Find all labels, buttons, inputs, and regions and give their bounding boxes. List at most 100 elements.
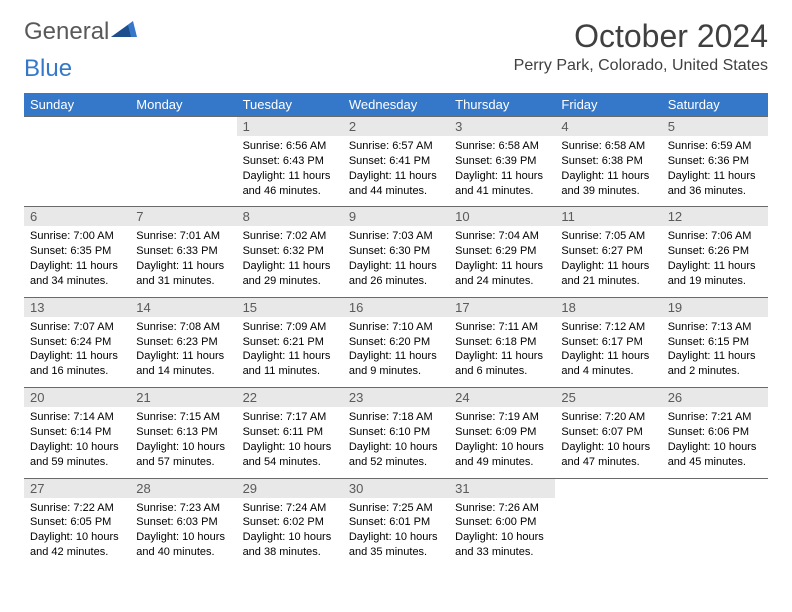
day-number-cell: 24: [449, 388, 555, 408]
daylight-text-1: Daylight: 11 hours: [30, 259, 124, 274]
daylight-text-2: and 40 minutes.: [136, 545, 230, 560]
day-data-row: Sunrise: 7:00 AMSunset: 6:35 PMDaylight:…: [24, 226, 768, 297]
sunset-text: Sunset: 6:32 PM: [243, 244, 337, 259]
sunrise-text: Sunrise: 7:21 AM: [668, 410, 762, 425]
daylight-text-2: and 41 minutes.: [455, 184, 549, 199]
day-header: Friday: [555, 93, 661, 117]
day-data-cell: Sunrise: 7:15 AMSunset: 6:13 PMDaylight:…: [130, 407, 236, 478]
sunset-text: Sunset: 6:17 PM: [561, 335, 655, 350]
day-number-cell: 31: [449, 478, 555, 498]
day-data-cell: Sunrise: 7:22 AMSunset: 6:05 PMDaylight:…: [24, 498, 130, 568]
brand-part2: Blue: [24, 55, 72, 83]
day-data-cell: Sunrise: 6:59 AMSunset: 6:36 PMDaylight:…: [662, 136, 768, 207]
daylight-text-2: and 36 minutes.: [668, 184, 762, 199]
sunset-text: Sunset: 6:18 PM: [455, 335, 549, 350]
daylight-text-1: Daylight: 11 hours: [243, 169, 337, 184]
daylight-text-2: and 52 minutes.: [349, 455, 443, 470]
sunset-text: Sunset: 6:01 PM: [349, 515, 443, 530]
day-number-cell: 20: [24, 388, 130, 408]
sunset-text: Sunset: 6:35 PM: [30, 244, 124, 259]
day-number-cell: 3: [449, 117, 555, 137]
sunset-text: Sunset: 6:24 PM: [30, 335, 124, 350]
sunrise-text: Sunrise: 7:08 AM: [136, 320, 230, 335]
sunrise-text: Sunrise: 7:06 AM: [668, 229, 762, 244]
daylight-text-2: and 24 minutes.: [455, 274, 549, 289]
sunset-text: Sunset: 6:38 PM: [561, 154, 655, 169]
brand-part1: General: [24, 18, 109, 46]
day-number-row: 6789101112: [24, 207, 768, 227]
daylight-text-2: and 21 minutes.: [561, 274, 655, 289]
day-number-cell: 14: [130, 297, 236, 317]
daylight-text-1: Daylight: 10 hours: [136, 530, 230, 545]
sunset-text: Sunset: 6:11 PM: [243, 425, 337, 440]
daylight-text-1: Daylight: 11 hours: [243, 259, 337, 274]
daylight-text-2: and 47 minutes.: [561, 455, 655, 470]
daylight-text-1: Daylight: 10 hours: [30, 530, 124, 545]
daylight-text-2: and 49 minutes.: [455, 455, 549, 470]
daylight-text-2: and 9 minutes.: [349, 364, 443, 379]
sunset-text: Sunset: 6:00 PM: [455, 515, 549, 530]
day-number-cell: 11: [555, 207, 661, 227]
daylight-text-2: and 45 minutes.: [668, 455, 762, 470]
sunrise-text: Sunrise: 7:11 AM: [455, 320, 549, 335]
day-number-cell: [555, 478, 661, 498]
sunset-text: Sunset: 6:36 PM: [668, 154, 762, 169]
day-number-cell: 4: [555, 117, 661, 137]
daylight-text-2: and 31 minutes.: [136, 274, 230, 289]
sunset-text: Sunset: 6:06 PM: [668, 425, 762, 440]
daylight-text-2: and 44 minutes.: [349, 184, 443, 199]
page-title: October 2024: [514, 18, 768, 55]
day-data-cell: Sunrise: 6:58 AMSunset: 6:38 PMDaylight:…: [555, 136, 661, 207]
day-number-cell: [130, 117, 236, 137]
sunrise-text: Sunrise: 7:09 AM: [243, 320, 337, 335]
day-data-row: Sunrise: 6:56 AMSunset: 6:43 PMDaylight:…: [24, 136, 768, 207]
daylight-text-2: and 19 minutes.: [668, 274, 762, 289]
day-number-row: 20212223242526: [24, 388, 768, 408]
day-data-cell: Sunrise: 7:05 AMSunset: 6:27 PMDaylight:…: [555, 226, 661, 297]
day-data-cell: Sunrise: 6:58 AMSunset: 6:39 PMDaylight:…: [449, 136, 555, 207]
day-data-cell: Sunrise: 7:12 AMSunset: 6:17 PMDaylight:…: [555, 317, 661, 388]
daylight-text-1: Daylight: 11 hours: [349, 349, 443, 364]
day-number-cell: 28: [130, 478, 236, 498]
daylight-text-1: Daylight: 11 hours: [668, 349, 762, 364]
sunset-text: Sunset: 6:41 PM: [349, 154, 443, 169]
day-header-row: Sunday Monday Tuesday Wednesday Thursday…: [24, 93, 768, 117]
sunset-text: Sunset: 6:14 PM: [30, 425, 124, 440]
daylight-text-1: Daylight: 10 hours: [349, 530, 443, 545]
sunset-text: Sunset: 6:20 PM: [349, 335, 443, 350]
day-data-cell: Sunrise: 7:02 AMSunset: 6:32 PMDaylight:…: [237, 226, 343, 297]
sunrise-text: Sunrise: 7:13 AM: [668, 320, 762, 335]
day-data-cell: Sunrise: 7:11 AMSunset: 6:18 PMDaylight:…: [449, 317, 555, 388]
day-data-cell: Sunrise: 7:06 AMSunset: 6:26 PMDaylight:…: [662, 226, 768, 297]
daylight-text-2: and 34 minutes.: [30, 274, 124, 289]
day-number-cell: 17: [449, 297, 555, 317]
sunrise-text: Sunrise: 7:10 AM: [349, 320, 443, 335]
sunset-text: Sunset: 6:07 PM: [561, 425, 655, 440]
day-number-cell: 2: [343, 117, 449, 137]
day-number-cell: 16: [343, 297, 449, 317]
daylight-text-1: Daylight: 11 hours: [668, 169, 762, 184]
sunrise-text: Sunrise: 7:20 AM: [561, 410, 655, 425]
daylight-text-1: Daylight: 10 hours: [561, 440, 655, 455]
day-number-cell: 15: [237, 297, 343, 317]
daylight-text-1: Daylight: 11 hours: [30, 349, 124, 364]
day-number-cell: 18: [555, 297, 661, 317]
sunrise-text: Sunrise: 7:18 AM: [349, 410, 443, 425]
daylight-text-2: and 57 minutes.: [136, 455, 230, 470]
sunrise-text: Sunrise: 7:02 AM: [243, 229, 337, 244]
day-header: Saturday: [662, 93, 768, 117]
daylight-text-2: and 4 minutes.: [561, 364, 655, 379]
day-number-cell: 23: [343, 388, 449, 408]
daylight-text-1: Daylight: 11 hours: [455, 169, 549, 184]
day-number-cell: [662, 478, 768, 498]
daylight-text-1: Daylight: 10 hours: [668, 440, 762, 455]
sunrise-text: Sunrise: 7:22 AM: [30, 501, 124, 516]
day-number-cell: 19: [662, 297, 768, 317]
sunset-text: Sunset: 6:02 PM: [243, 515, 337, 530]
daylight-text-2: and 39 minutes.: [561, 184, 655, 199]
sunrise-text: Sunrise: 6:57 AM: [349, 139, 443, 154]
sunrise-text: Sunrise: 7:12 AM: [561, 320, 655, 335]
sunset-text: Sunset: 6:05 PM: [30, 515, 124, 530]
sunset-text: Sunset: 6:26 PM: [668, 244, 762, 259]
sunset-text: Sunset: 6:39 PM: [455, 154, 549, 169]
